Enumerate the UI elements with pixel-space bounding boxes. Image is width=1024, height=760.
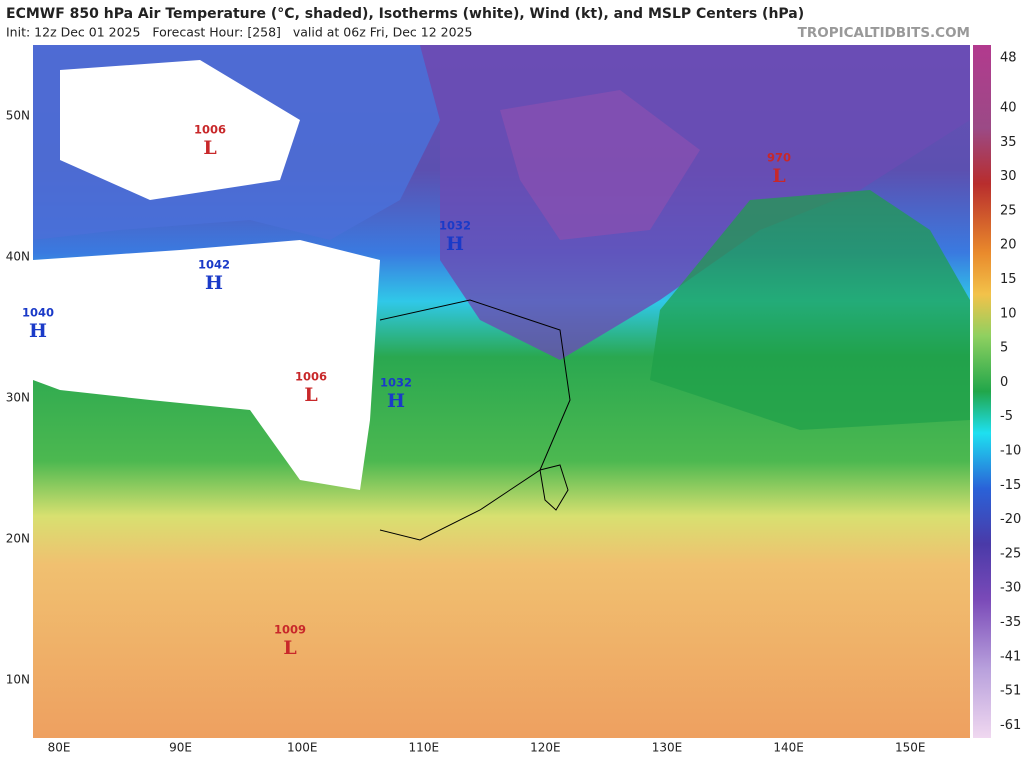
- colorbar-label: -15: [1000, 478, 1021, 493]
- center-pressure: 970: [767, 151, 791, 165]
- center-pressure: 1006: [295, 370, 327, 384]
- center-letter: H: [446, 233, 464, 255]
- colorbar-label: -41: [1000, 649, 1021, 664]
- center-letter: H: [29, 320, 47, 342]
- colorbar-label: -20: [1000, 512, 1021, 527]
- colorbar-label: -30: [1000, 581, 1021, 596]
- center-letter: L: [772, 165, 785, 187]
- lon-label: 150E: [895, 741, 926, 755]
- colorbar-label: -61: [1000, 718, 1021, 733]
- labels: 50N 40N 30N 20N 10N 80E 90E 100E 110E 120E 130E 140…: [6, 51, 1021, 755]
- center-pressure: 1009: [274, 623, 306, 637]
- center-letter: H: [205, 272, 223, 294]
- lon-label: 110E: [409, 741, 440, 755]
- center-pressure: 1040: [22, 306, 54, 320]
- map: [33, 45, 970, 738]
- colorbar-label: 35: [1000, 135, 1017, 150]
- lat-label: 50N: [6, 109, 30, 123]
- center-letter: L: [203, 137, 216, 159]
- colorbar-label: 0: [1000, 375, 1008, 390]
- colorbar-label: -10: [1000, 444, 1021, 459]
- colorbar: [973, 45, 991, 738]
- lon-label: 130E: [652, 741, 683, 755]
- colorbar-label: -5: [1000, 409, 1013, 424]
- colorbar-label: 25: [1000, 203, 1017, 218]
- lon-label: 100E: [287, 741, 318, 755]
- colorbar-label: 15: [1000, 272, 1017, 287]
- center-pressure: 1032: [439, 219, 471, 233]
- lat-label: 10N: [6, 673, 30, 687]
- lat-label: 40N: [6, 250, 30, 264]
- watermark: TROPICALTIDBITS.COM: [798, 25, 970, 41]
- title: ECMWF 850 hPa Air Temperature (°C, shade…: [6, 6, 804, 22]
- center-pressure: 1032: [380, 376, 412, 390]
- center-letter: L: [283, 637, 296, 659]
- lon-label: 80E: [48, 741, 71, 755]
- colorbar-label: -25: [1000, 546, 1021, 561]
- lat-label: 30N: [6, 391, 30, 405]
- colorbar-label: 30: [1000, 169, 1017, 184]
- center-letter: L: [304, 384, 317, 406]
- colorbar-label: 20: [1000, 238, 1017, 253]
- colorbar-label: 48: [1000, 51, 1017, 66]
- colorbar-label: 40: [1000, 101, 1017, 116]
- colorbar-label: 5: [1000, 341, 1008, 356]
- lon-label: 120E: [530, 741, 561, 755]
- center-pressure: 1006: [194, 123, 226, 137]
- colorbar-label: -35: [1000, 615, 1021, 630]
- lat-label: 20N: [6, 532, 30, 546]
- center-pressure: 1042: [198, 258, 230, 272]
- lon-label: 140E: [773, 741, 804, 755]
- center-letter: H: [387, 390, 405, 412]
- lon-label: 90E: [169, 741, 192, 755]
- colorbar-label: 10: [1000, 306, 1017, 321]
- colorbar-label: -51: [1000, 684, 1021, 699]
- subtitle: Init: 12z Dec 01 2025 Forecast Hour: [25…: [6, 25, 472, 40]
